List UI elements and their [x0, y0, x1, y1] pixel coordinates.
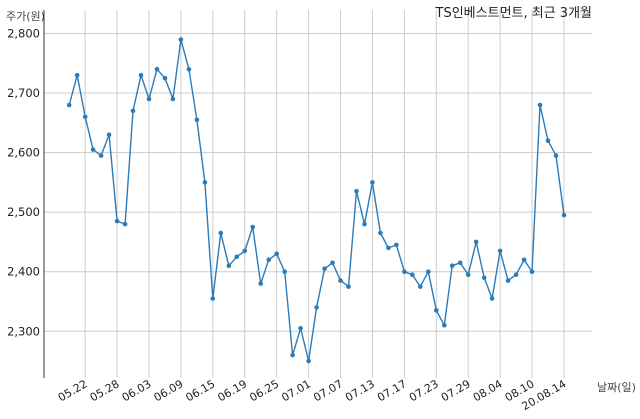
data-point — [505, 278, 511, 283]
x-tick-label: 06.09 — [152, 377, 186, 404]
y-tick-label: 2,600 — [7, 146, 40, 160]
data-point — [306, 358, 311, 364]
data-point — [394, 242, 399, 248]
data-point — [426, 269, 431, 275]
data-point — [138, 72, 144, 78]
data-point — [434, 308, 439, 313]
data-point — [242, 248, 248, 254]
data-point — [370, 180, 375, 185]
data-point — [178, 37, 184, 42]
y-tick-label: 2,500 — [7, 205, 40, 219]
grid-lines — [44, 10, 592, 378]
data-point — [218, 230, 224, 236]
x-tick-label: 07.13 — [343, 377, 377, 404]
data-point — [114, 218, 120, 224]
data-point — [465, 272, 471, 278]
data-point — [74, 72, 80, 78]
y-tick-labels: 2,300 2,400 2,500 2,600 2,700 2,800 — [7, 27, 40, 339]
data-point — [449, 263, 455, 269]
data-point — [545, 138, 551, 143]
data-point — [194, 117, 200, 123]
data-point — [402, 269, 407, 275]
x-tick-label: 06.25 — [247, 377, 281, 404]
data-point — [410, 272, 415, 278]
x-tick-label: 07.17 — [375, 377, 409, 404]
data-point — [90, 147, 96, 152]
data-point — [457, 260, 463, 266]
y-tick-label: 2,400 — [7, 265, 40, 279]
data-point — [282, 269, 288, 275]
data-point — [106, 132, 112, 137]
data-point — [497, 248, 503, 254]
data-point — [170, 96, 176, 102]
x-tick-label: 05.28 — [88, 377, 122, 404]
data-point — [330, 260, 335, 266]
data-point — [537, 102, 543, 108]
data-point — [314, 305, 319, 310]
x-tick-label: 07.29 — [439, 377, 473, 404]
data-point — [338, 278, 343, 283]
data-point — [154, 66, 160, 72]
data-point — [442, 323, 447, 328]
data-point — [378, 230, 383, 236]
x-tick-label: 07.23 — [407, 377, 441, 404]
data-point — [258, 281, 264, 286]
data-point — [298, 326, 303, 331]
data-point — [146, 96, 152, 102]
data-point — [130, 108, 136, 114]
data-point — [226, 263, 232, 269]
x-tick-label: 08.04 — [471, 377, 505, 404]
data-point — [346, 284, 351, 289]
data-point — [529, 269, 535, 275]
data-point — [98, 153, 104, 158]
data-point — [202, 180, 208, 185]
data-point — [274, 251, 280, 257]
data-point — [513, 272, 519, 278]
data-point — [561, 212, 567, 218]
data-point — [521, 257, 527, 263]
data-point — [162, 75, 168, 81]
data-point — [122, 221, 128, 227]
data-point — [481, 275, 487, 281]
x-axis-label: 날짜(일) — [597, 380, 636, 394]
data-point — [386, 245, 391, 251]
data-point — [473, 239, 479, 245]
data-point — [82, 114, 88, 120]
x-tick-labels: 05.2205.2806.0306.0906.1506.1906.2507.01… — [56, 377, 569, 413]
x-tick-label: 07.01 — [279, 377, 313, 404]
data-point — [186, 66, 192, 72]
x-tick-label: 05.22 — [56, 377, 90, 404]
y-tick-label: 2,800 — [7, 27, 40, 41]
data-point — [354, 189, 359, 194]
data-point — [266, 257, 272, 263]
data-point — [489, 296, 495, 301]
x-tick-label: 07.07 — [311, 377, 345, 404]
x-tick-label: 06.15 — [184, 377, 218, 404]
data-series — [66, 37, 567, 364]
data-point — [362, 221, 367, 227]
chart-title: TS인베스트먼트, 최근 3개월 — [435, 6, 592, 21]
y-axis-label: 주가(원) — [6, 10, 45, 23]
data-point — [418, 284, 423, 289]
y-tick-label: 2,700 — [7, 86, 40, 100]
data-point — [250, 224, 255, 230]
data-point — [210, 296, 216, 301]
x-tick-label: 06.03 — [120, 377, 154, 404]
series-line — [68, 38, 565, 362]
data-point — [234, 254, 240, 260]
y-tick-label: 2,300 — [7, 324, 40, 338]
data-point — [553, 153, 559, 158]
x-tick-label: 06.19 — [215, 377, 249, 404]
data-point — [66, 102, 72, 108]
data-point — [290, 352, 295, 358]
data-point — [322, 266, 327, 272]
